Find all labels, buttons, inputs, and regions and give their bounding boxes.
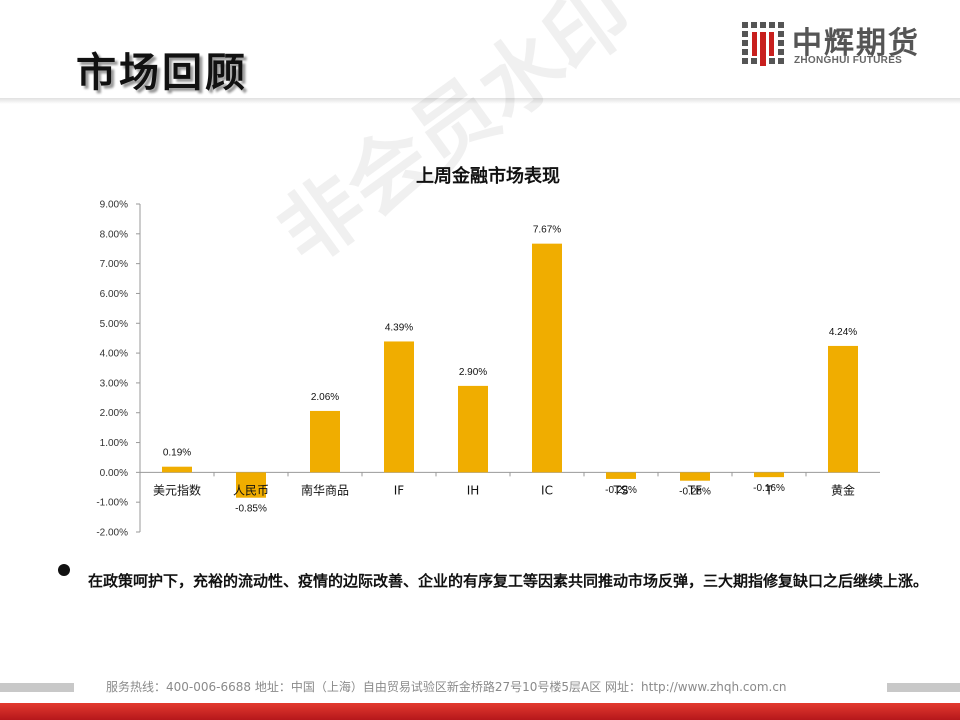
data-label: 7.67% [533,225,561,236]
x-category-label: 美元指数 [153,482,201,497]
data-label: -0.85% [235,504,267,515]
bar [532,243,562,473]
y-tick-label: 2.00% [100,408,128,419]
y-tick-label: -2.00% [96,528,128,539]
header-divider [0,98,960,104]
data-label: 0.19% [163,448,191,459]
x-category-label: IF [394,483,405,497]
logo-chinese-name: 中辉期货 [792,26,920,61]
y-tick-label: -1.00% [96,498,128,509]
y-tick-label: 4.00% [100,349,128,360]
data-label: 4.24% [829,327,857,338]
bullet-icon [58,564,70,576]
data-label: 4.39% [385,322,413,333]
y-tick-label: 5.00% [100,319,128,330]
data-label: -0.28% [679,487,711,498]
x-category-label: 人民币 [233,483,269,497]
bar [384,341,414,473]
data-label: 2.06% [311,392,339,403]
bar [754,472,784,478]
bar [310,410,340,473]
bar-chart: 上周金融市场表现 9.00% 8.00% 7.00% 6.00% 5.00% 4.00% 3… [96,165,880,539]
footer-red-stripe [0,703,960,720]
y-tick-label: 6.00% [100,289,128,300]
x-category-label: TS [613,483,629,497]
bar [680,472,710,481]
x-category-label: IC [541,483,553,497]
footer-contact-text: 服务热线：400-006-6688 地址：中国（上海）自由贸易试验区新金桥路27… [106,680,787,694]
y-tick-label: 7.00% [100,259,128,270]
bar [162,466,192,473]
x-category-label: T [764,483,773,497]
slide-title: 市场回顾 [76,49,248,96]
footer-bar-right [887,683,960,692]
bar [236,472,266,498]
y-tick-label: 3.00% [100,378,128,389]
data-label: -0.16% [753,483,785,494]
y-tick-label: 1.00% [100,438,128,449]
bar [828,345,858,473]
x-category-label: IH [467,483,480,497]
x-category-label: TF [687,483,702,497]
logo-grid-icon [742,22,784,66]
data-label: 2.90% [459,367,487,378]
x-category-label: 黄金 [831,482,855,497]
y-tick-label: 9.00% [100,200,128,211]
chart-title: 上周金融市场表现 [416,165,560,187]
y-tick-label: 0.00% [100,468,128,479]
company-logo: 中辉期货 ZHONGHUI FUTURES [742,20,942,70]
data-label: -0.22% [605,485,637,496]
bullet-text: 在政策呵护下，充裕的流动性、疫情的边际改善、企业的有序复工等因素共同推动市场反弹… [88,572,929,590]
x-category-label: 南华商品 [301,482,349,497]
bar [458,385,488,473]
logo-english-name: ZHONGHUI FUTURES [794,55,903,66]
bar [606,472,636,479]
footer-bar-left [0,683,74,692]
y-tick-label: 8.00% [100,229,128,240]
